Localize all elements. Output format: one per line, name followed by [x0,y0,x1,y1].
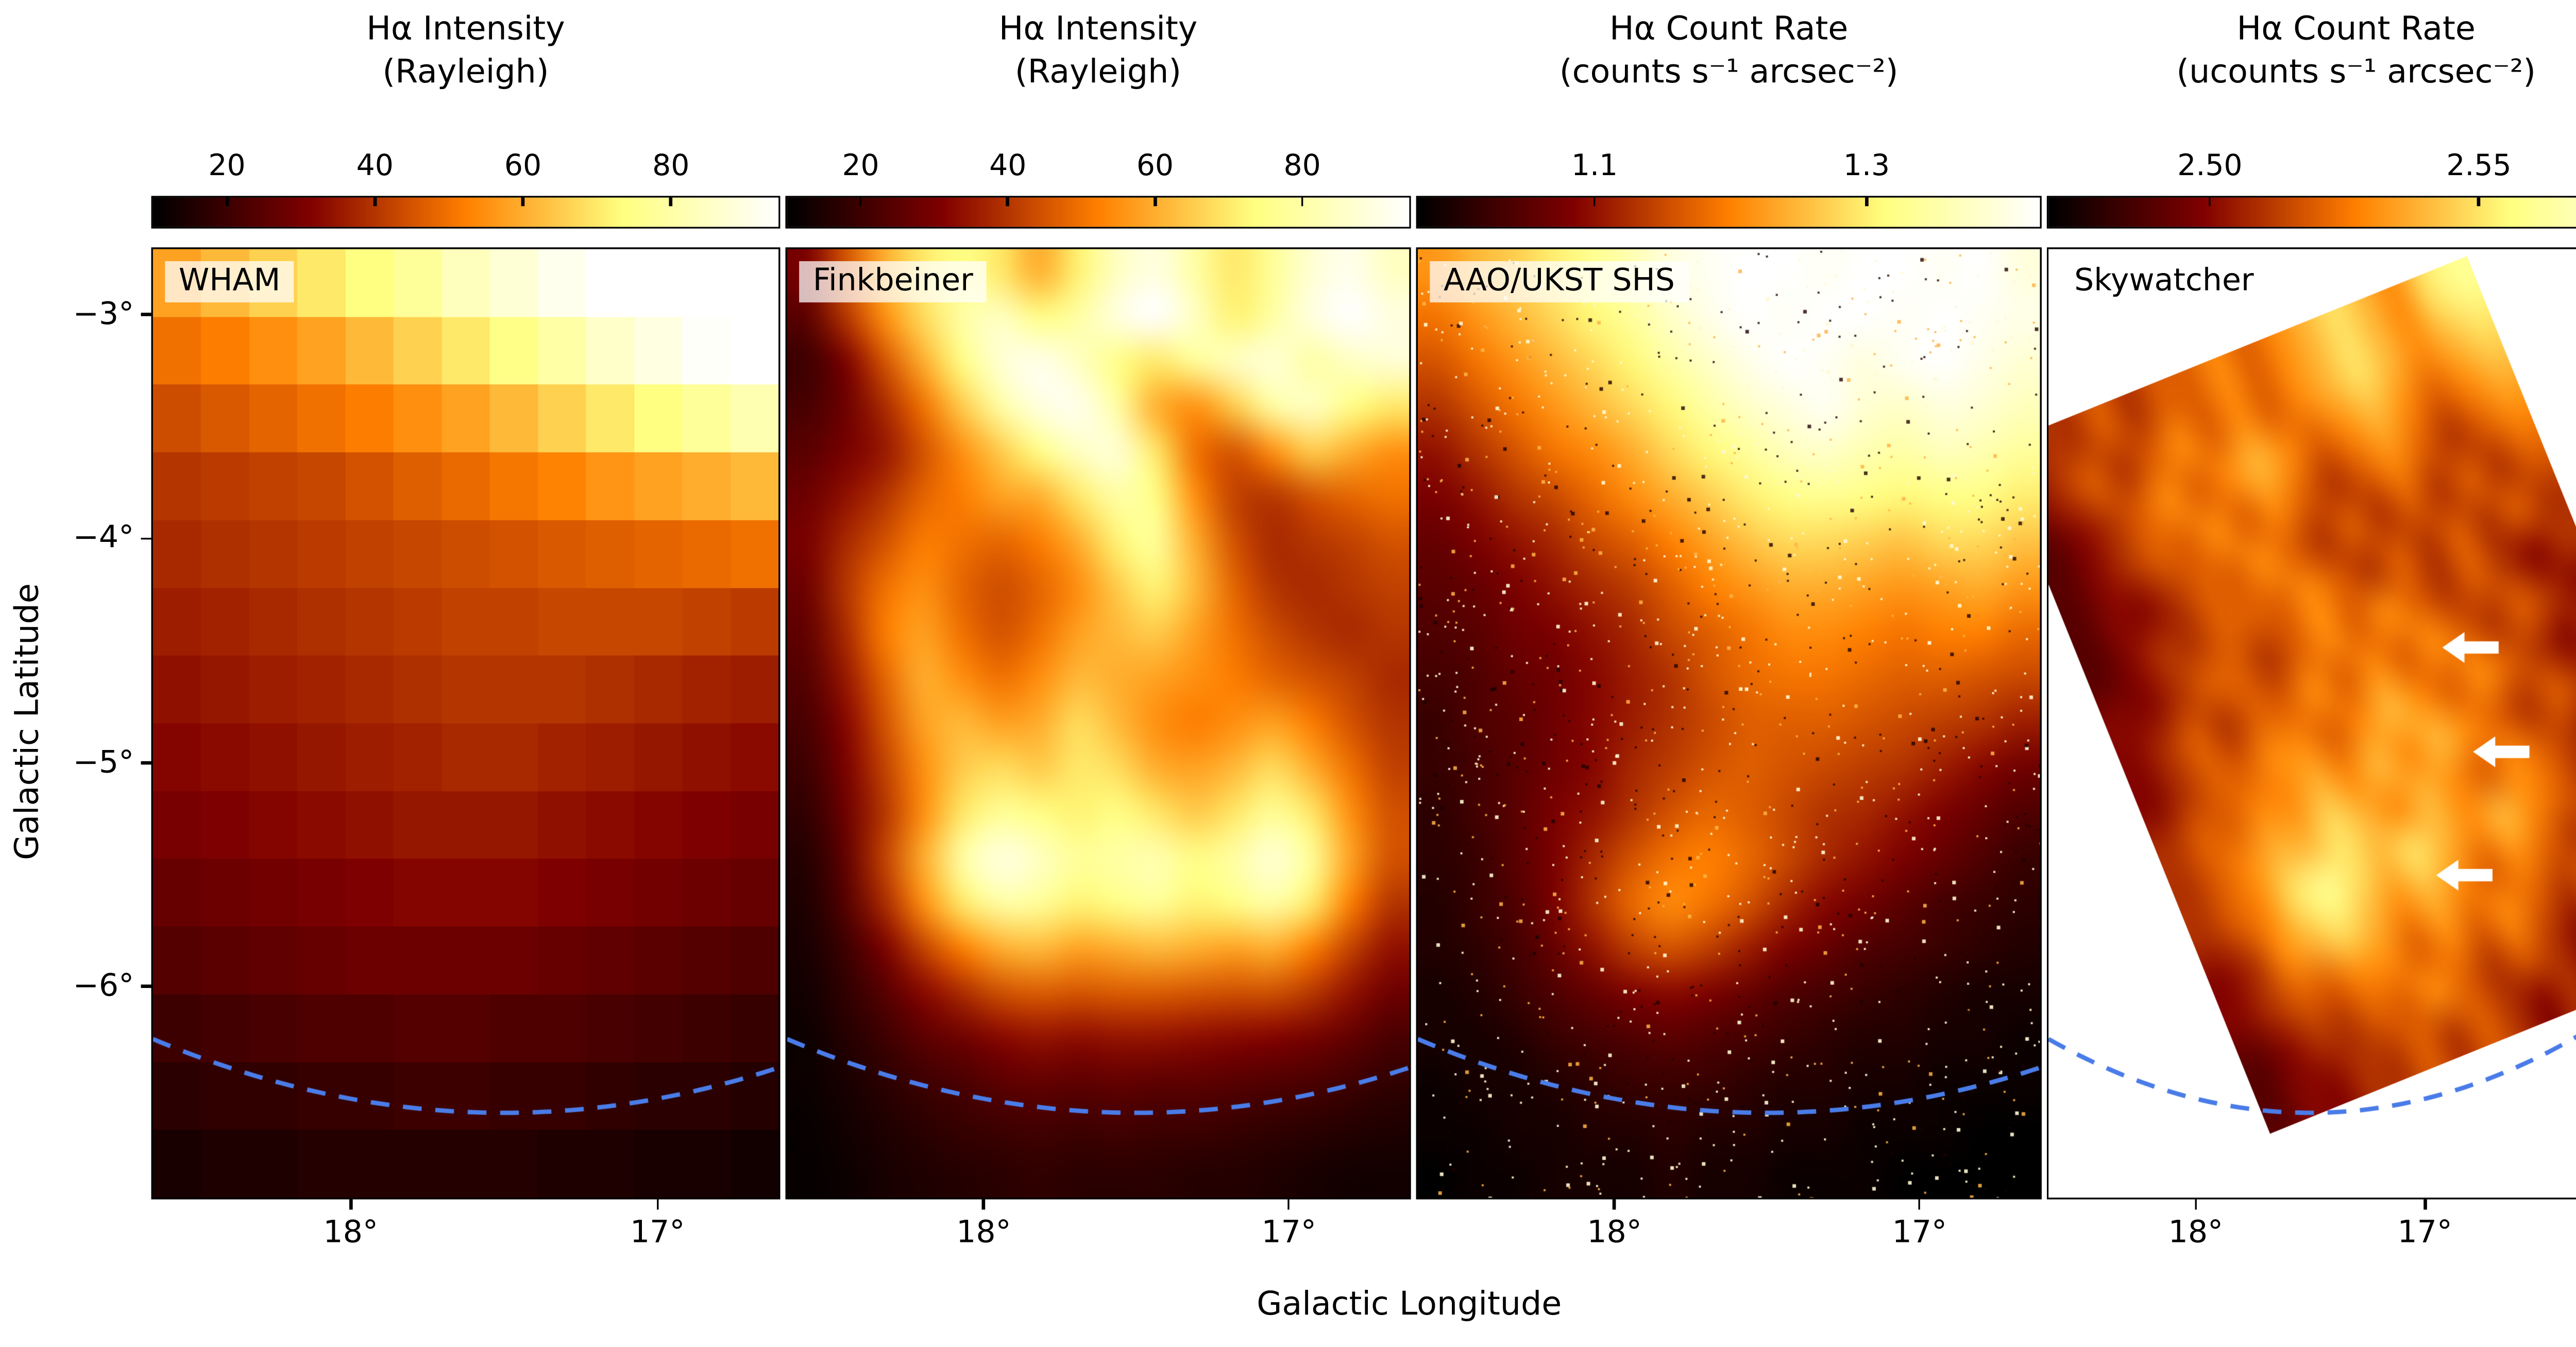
x-tick-mark [1918,1199,1921,1210]
x-tick-mark [2194,1199,2197,1210]
colorbar-canvas-shs [1417,197,2040,227]
heatmap-canvas-finkbeiner [787,249,1410,1198]
x-tick-label: 17° [1261,1215,1316,1251]
colorbar-title-wham: Hα Intensity (Rayleigh) [151,9,781,95]
panel-label-finkbeiner: Finkbeiner [799,261,987,303]
y-tick-mark [141,537,151,540]
colorbar-tick-label: 40 [356,149,394,184]
x-tick-mark [982,1199,985,1210]
colorbar-tick-label: 60 [504,149,542,184]
colorbar-skywatcher: 2.50 2.55 [2046,149,2576,229]
colorbar-title-skywatcher: Hα Count Rate (ucounts s⁻¹ arcsec⁻²) 1e−… [2047,9,2576,95]
colorbar-title-line2: (Rayleigh) [382,53,549,91]
x-tick-label: 17° [630,1215,685,1251]
heatmap-skywatcher: Skywatcher [2046,247,2576,1200]
colorbar-tick-mark [2208,197,2211,207]
colorbar-tick-mark [374,197,377,207]
x-tick-label: 18° [2168,1215,2224,1251]
y-axis-label: Galactic Latitude [8,583,47,860]
colorbar-finkbeiner: 20 40 60 80 [785,149,1411,229]
colorbar-title-line1: Hα Intensity [998,10,1198,48]
panel-label-skywatcher: Skywatcher [2060,261,2268,303]
colorbar-tick-mark [1006,197,1009,207]
colorbar-tick-mark [225,197,228,207]
colorbar-tick-mark [1154,197,1157,207]
colorbar-tick-label: 20 [208,149,246,184]
y-tick-mark [141,985,151,988]
x-tick-label: 18° [1587,1215,1642,1251]
colorbar-title-line1: Hα Count Rate [2236,10,2476,48]
colorbar-tick-mark [1301,197,1304,207]
colorbar-tick-label: 60 [1136,149,1174,184]
colorbar-tick-label: 2.55 [2446,149,2512,184]
panel-skywatcher: Hα Count Rate (ucounts s⁻¹ arcsec⁻²) 1e−… [2046,0,2576,1347]
x-axis-label: Galactic Longitude [1257,1285,1562,1323]
x-tick-mark [2424,1199,2427,1210]
heatmap-canvas-shs [1417,249,2040,1198]
colorbar-wham: 20 40 60 80 [151,149,781,229]
colorbar-tick-label: 20 [842,149,879,184]
colorbar-title-line1: Hα Intensity [366,10,565,48]
panel-finkbeiner: Hα Intensity (Rayleigh) 20 40 60 80 Finkbei… [785,0,1411,1347]
panel-aao-ukst-shs: Hα Count Rate (counts s⁻¹ arcsec⁻²) 1.1 1… [1416,0,2042,1347]
colorbar-tick-label: 80 [652,149,690,184]
colorbar-title-line1: Hα Count Rate [1609,10,1849,48]
colorbar-tick-mark [521,197,524,207]
heatmap-canvas-skywatcher [2048,249,2576,1198]
colorbar-tick-label: 80 [1283,149,1321,184]
x-tick-label: 17° [2397,1215,2452,1251]
x-tick-mark [1287,1199,1291,1210]
x-tick-label: 18° [956,1215,1011,1251]
y-tick-mark [141,761,151,764]
colorbar-title-line2: (counts s⁻¹ arcsec⁻²) [1559,53,1899,91]
heatmap-wham: WHAM [151,247,781,1200]
colorbar-tick-mark [669,197,672,207]
colorbar-tick-mark [859,197,862,207]
colorbar-tick-mark [1865,197,1868,207]
heatmap-shs: AAO/UKST SHS [1416,247,2042,1200]
y-tick-mark [141,313,151,316]
colorbar-tick-mark [2477,197,2480,207]
colorbar-tick-label: 1.1 [1571,149,1618,184]
panel-label-wham: WHAM [165,261,295,303]
colorbar-tick-label: 40 [989,149,1027,184]
y-tick-label: −5° [73,744,134,781]
heatmap-finkbeiner: Finkbeiner [785,247,1411,1200]
heatmap-canvas-wham [152,249,779,1198]
x-tick-mark [349,1199,352,1210]
colorbar-tick-label: 1.3 [1843,149,1890,184]
y-tick-label: −6° [73,968,134,1005]
colorbar-canvas-skywatcher [2048,197,2576,227]
y-tick-label: −4° [73,520,134,557]
colorbar-canvas-wham [152,197,779,227]
colorbar-title-line2: (Rayleigh) [1014,53,1182,91]
x-tick-label: 18° [323,1215,378,1251]
x-tick-label: 17° [1892,1215,1947,1251]
colorbar-title-finkbeiner: Hα Intensity (Rayleigh) [785,9,1411,95]
x-tick-mark [656,1199,659,1210]
colorbar-title-line2: (ucounts s⁻¹ arcsec⁻²) [2176,53,2536,91]
y-tick-label: −3° [73,296,134,333]
colorbar-tick-mark [1593,197,1596,207]
colorbar-shs: 1.1 1.3 [1416,149,2042,229]
panel-wham: Hα Intensity (Rayleigh) 20 40 60 80 WHAM 18… [151,0,781,1347]
panel-label-shs: AAO/UKST SHS [1430,261,1689,303]
colorbar-canvas-finkbeiner [787,197,1410,227]
x-tick-mark [1613,1199,1616,1210]
colorbar-title-shs: Hα Count Rate (counts s⁻¹ arcsec⁻²) [1416,9,2042,95]
colorbar-tick-label: 2.50 [2177,149,2243,184]
